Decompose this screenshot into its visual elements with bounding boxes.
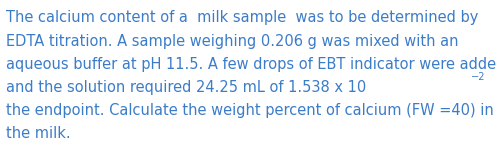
Text: the milk.: the milk. xyxy=(6,126,70,141)
Text: and the solution required 24.25 mL of 1.538 x 10: and the solution required 24.25 mL of 1.… xyxy=(6,80,366,95)
Text: M EDTA to reach: M EDTA to reach xyxy=(490,80,496,95)
Text: the endpoint. Calculate the weight percent of calcium (FW =40) in: the endpoint. Calculate the weight perce… xyxy=(6,103,494,118)
Text: aqueous buffer at pH 11.5. A few drops of EBT indicator were added: aqueous buffer at pH 11.5. A few drops o… xyxy=(6,57,496,72)
Text: EDTA titration. A sample weighing 0.206 g was mixed with an: EDTA titration. A sample weighing 0.206 … xyxy=(6,34,458,49)
Text: −2: −2 xyxy=(471,72,485,82)
Text: The calcium content of a  milk sample  was to be determined by: The calcium content of a milk sample was… xyxy=(6,10,478,25)
